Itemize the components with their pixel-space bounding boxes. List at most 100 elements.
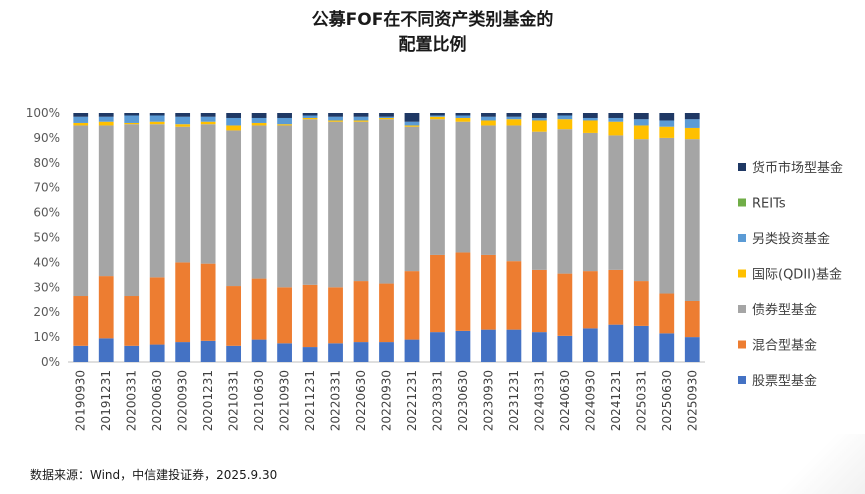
- bar-segment: [175, 262, 191, 343]
- bar-segment: [277, 287, 292, 344]
- bar-segment: [633, 325, 649, 362]
- x-tick-label: 20220630: [354, 370, 368, 431]
- x-tick-label: 20240930: [583, 370, 597, 431]
- bar-segment: [200, 113, 216, 117]
- bar-segment: [404, 271, 420, 340]
- bar-segment: [430, 119, 445, 255]
- bar-segment: [557, 129, 573, 274]
- x-tick-label: 20200930: [176, 370, 190, 431]
- bar-segment: [73, 113, 89, 117]
- bar-segment: [149, 344, 165, 362]
- y-tick-label: 60%: [33, 206, 60, 220]
- bar-segment: [557, 335, 573, 362]
- bar-segment: [506, 113, 522, 117]
- bar-segment: [404, 126, 420, 272]
- y-tick-label: 100%: [26, 106, 60, 120]
- legend-label: 国际(QDII)基金: [752, 267, 842, 283]
- bar-segment: [608, 324, 624, 362]
- bar-segment: [73, 125, 89, 297]
- bar-segment: [73, 122, 89, 126]
- bar-segment: [582, 328, 598, 362]
- bar-segment: [277, 124, 292, 126]
- bar-segment: [124, 113, 140, 116]
- x-tick-label: 20210930: [278, 370, 292, 431]
- bar-segment: [353, 113, 369, 117]
- bar-segment: [251, 339, 267, 362]
- y-tick-label: 20%: [33, 305, 60, 319]
- y-tick-label: 30%: [33, 280, 60, 294]
- bar-segment: [302, 347, 318, 362]
- bar-segment: [633, 119, 649, 126]
- x-tick-label: 20240331: [532, 370, 546, 431]
- x-tick-label: 20201231: [201, 370, 215, 431]
- bar-segment: [608, 121, 624, 136]
- y-tick-label: 0%: [41, 355, 60, 369]
- bar-segment: [506, 329, 522, 362]
- bar-segment: [455, 115, 471, 118]
- bar-segment: [659, 120, 675, 127]
- bar-segment: [481, 113, 496, 117]
- bar-segment: [200, 263, 216, 341]
- y-tick-label: 40%: [33, 255, 60, 269]
- y-tick-label: 70%: [33, 181, 60, 195]
- bar-segment: [124, 115, 140, 123]
- x-tick-label: 20230630: [456, 370, 470, 431]
- bar-segment: [633, 281, 649, 326]
- bar-segment: [608, 113, 624, 118]
- y-tick-label: 50%: [33, 231, 60, 245]
- bar-segment: [582, 271, 598, 329]
- y-tick-label: 80%: [33, 156, 60, 170]
- bar-segment: [531, 113, 547, 118]
- bar-segment: [608, 269, 624, 325]
- bar-segment: [430, 113, 445, 116]
- bar-segment: [175, 116, 191, 125]
- bar-segment: [684, 139, 700, 301]
- x-tick-label: 20211231: [303, 370, 317, 431]
- x-tick-label: 20250331: [634, 370, 648, 431]
- legend-swatch: [738, 163, 746, 171]
- bar-segment: [98, 276, 114, 339]
- bar-segment: [455, 121, 471, 253]
- x-tick-label: 20200331: [125, 370, 139, 431]
- bar-segment: [98, 125, 114, 277]
- bar-segment: [200, 340, 216, 362]
- x-tick-label: 20230930: [481, 370, 495, 431]
- bar-segment: [430, 115, 445, 117]
- bar-segment: [251, 113, 267, 118]
- bar-segment: [430, 332, 445, 362]
- bar-segment: [506, 116, 522, 120]
- x-tick-label: 20221231: [405, 370, 419, 431]
- bar-segment: [557, 115, 573, 120]
- bar-segment: [531, 117, 547, 121]
- bar-segment: [404, 125, 420, 127]
- bar-segment: [328, 113, 343, 117]
- bar-segment: [379, 119, 394, 284]
- bar-segment: [608, 117, 624, 122]
- bar-segment: [149, 113, 165, 116]
- bar-segment: [73, 296, 89, 346]
- bar-segment: [531, 269, 547, 333]
- bar-segment: [633, 139, 649, 282]
- x-tick-label: 20210630: [252, 370, 266, 431]
- x-tick-label: 20210331: [227, 370, 241, 431]
- bar-segment: [353, 120, 369, 122]
- x-tick-label: 20190930: [74, 370, 88, 431]
- decorative-corner: [775, 434, 865, 494]
- legend-label: REITs: [752, 197, 786, 212]
- bar-segment: [226, 117, 242, 126]
- bar-segment: [328, 343, 343, 362]
- bar-segment: [353, 342, 369, 362]
- bar-segment: [328, 116, 343, 121]
- bar-segment: [124, 345, 140, 362]
- bar-segment: [481, 116, 496, 121]
- x-tick-label: 20220930: [380, 370, 394, 431]
- bar-segment: [302, 115, 318, 118]
- bar-segment: [73, 116, 89, 123]
- bar-segment: [633, 113, 649, 120]
- chart-title-line2: 配置比例: [398, 35, 467, 55]
- x-tick-label: 20250630: [660, 370, 674, 431]
- bar-segment: [149, 277, 165, 345]
- bar-segment: [684, 113, 700, 120]
- bar-segment: [149, 121, 165, 125]
